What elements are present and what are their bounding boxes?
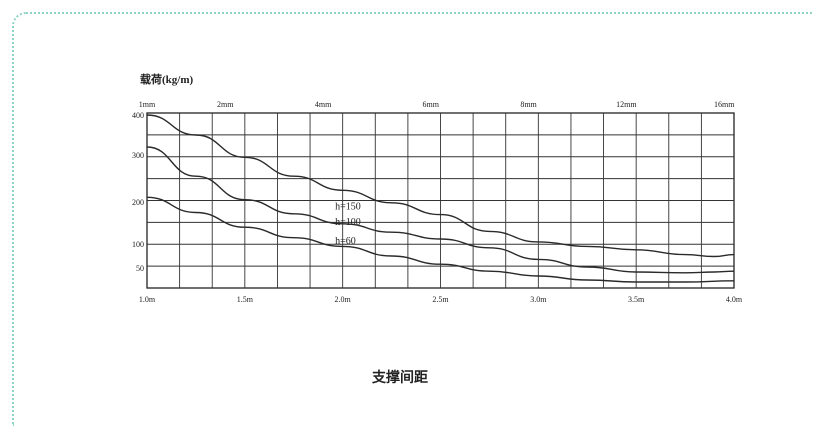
series-line-h-100 bbox=[146, 146, 735, 274]
series-line-h-60 bbox=[146, 196, 735, 283]
series-label-h-60: h=60 bbox=[335, 236, 356, 247]
top-tick-label: 2mm bbox=[217, 100, 234, 109]
y-tick-label: 100 bbox=[132, 240, 144, 249]
x-tick-label: 3.5m bbox=[628, 295, 645, 304]
x-tick-label: 4.0m bbox=[726, 295, 743, 304]
x-tick-label: 1.0m bbox=[139, 295, 156, 304]
top-tick-label: 4mm bbox=[315, 100, 332, 109]
top-tick-label: 1mm bbox=[139, 100, 156, 109]
y-axis-label: 载荷(kg/m) bbox=[140, 72, 193, 86]
top-tick-label: 6mm bbox=[422, 100, 439, 109]
top-tick-label: 12mm bbox=[616, 100, 637, 109]
grid bbox=[146, 112, 735, 289]
tick-labels: 1.0m 1.5m 2.0m 2.5m 3.0m 3.5m 4.0m 1mm 2mm 4mm 6mm… bbox=[132, 100, 743, 304]
y-tick-label: 400 bbox=[132, 111, 144, 120]
y-tick-label: 200 bbox=[132, 198, 144, 207]
x-axis-label: 支撑间距 bbox=[371, 369, 428, 386]
top-tick-label: 16mm bbox=[714, 100, 735, 109]
x-tick-label: 1.5m bbox=[237, 295, 254, 304]
x-tick-label: 2.5m bbox=[432, 295, 449, 304]
y-tick-label: 300 bbox=[132, 151, 144, 160]
series-label-h-100: h=100 bbox=[335, 217, 361, 228]
series-label-h-150: h=150 bbox=[335, 202, 361, 213]
y-tick-label: 50 bbox=[136, 264, 144, 273]
x-tick-label: 2.0m bbox=[335, 295, 352, 304]
series-lines bbox=[146, 114, 735, 283]
top-tick-label: 8mm bbox=[520, 100, 537, 109]
x-tick-label: 3.0m bbox=[530, 295, 547, 304]
chart-card bbox=[12, 12, 812, 426]
series-line-h-150 bbox=[146, 114, 735, 258]
